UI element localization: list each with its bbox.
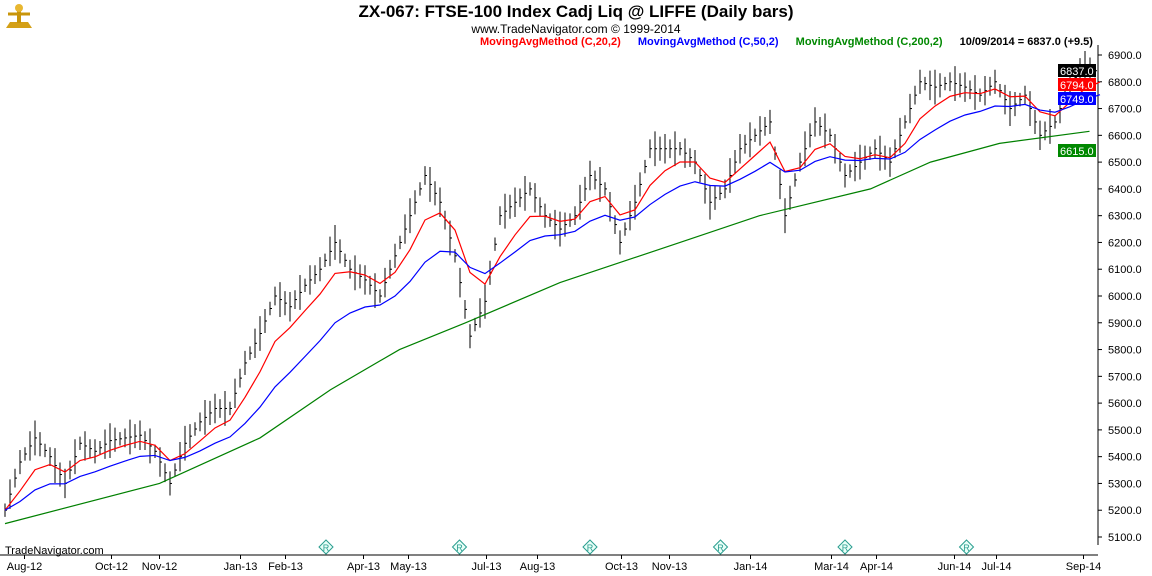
ma50-line <box>4 94 1101 511</box>
x-tick-label: Apr-13 <box>347 561 380 573</box>
legend: MovingAvgMethod (C,20,2) MovingAvgMethod… <box>480 36 1107 48</box>
x-tick-label: Aug-12 <box>7 561 42 573</box>
y-tick-label: 6900.0 <box>1108 50 1142 62</box>
y-tick-label: 6000.0 <box>1108 291 1142 303</box>
y-tick-label: 6400.0 <box>1108 184 1142 196</box>
y-tick-label: 6600.0 <box>1108 130 1142 142</box>
price-tag <box>1058 92 1096 105</box>
price-tag-label: 6749.0 <box>1060 94 1094 106</box>
y-tick-label: 5800.0 <box>1108 345 1142 357</box>
chart-title: ZX-067: FTSE-100 Index Cadj Liq @ LIFFE … <box>358 2 794 21</box>
chart-subtitle: www.TradeNavigator.com © 1999-2014 <box>471 22 681 36</box>
y-tick-label: 5100.0 <box>1108 532 1142 544</box>
price-tag <box>1058 144 1096 157</box>
rollover-marker-label: R <box>323 543 330 553</box>
last-price-readout: 10/09/2014 = 6837.0 (+9.5) <box>959 36 1093 48</box>
x-tick-label: Jun-14 <box>938 561 972 573</box>
x-tick-label: Nov-13 <box>652 561 687 573</box>
price-tag-label: 6615.0 <box>1060 146 1094 158</box>
rollover-marker-label: R <box>456 543 463 553</box>
y-tick-label: 6800.0 <box>1108 77 1142 89</box>
rollover-marker-icon <box>837 539 853 555</box>
rollover-marker-icon <box>318 539 334 555</box>
y-tick-label: 6300.0 <box>1108 211 1142 223</box>
rollover-marker-icon <box>582 539 598 555</box>
y-tick-label: 5500.0 <box>1108 425 1142 437</box>
rollover-marker-icon <box>958 539 975 555</box>
x-tick-label: Jul-13 <box>472 561 502 573</box>
x-tick-label: Apr-14 <box>860 561 893 573</box>
y-tick-label: 5600.0 <box>1108 398 1142 410</box>
legend-ma200: MovingAvgMethod (C,200,2) <box>795 36 943 48</box>
logo-icon <box>2 2 36 32</box>
y-tick-label: 6100.0 <box>1108 264 1142 276</box>
x-tick-label: Jan-14 <box>734 561 768 573</box>
price-tag <box>1058 64 1096 77</box>
rollover-marker-label: R <box>587 543 594 553</box>
x-tick-label: Feb-13 <box>268 561 303 573</box>
rollover-marker-icon <box>712 539 729 555</box>
ma200-line <box>4 130 1090 525</box>
price-tag-label: 6837.0 <box>1060 66 1094 78</box>
x-tick-label: Jul-14 <box>982 561 1012 573</box>
y-tick-label: 6200.0 <box>1108 237 1142 249</box>
y-tick-label: 5300.0 <box>1108 478 1142 490</box>
rollover-marker-label: R <box>963 543 970 553</box>
x-tick-label: Mar-14 <box>814 561 849 573</box>
ma20-line <box>4 81 1101 511</box>
y-tick-label: 5900.0 <box>1108 318 1142 330</box>
x-tick-label: May-13 <box>390 561 427 573</box>
legend-ma20: MovingAvgMethod (C,20,2) <box>480 36 621 48</box>
price-tag <box>1058 78 1096 91</box>
y-tick-label: 6700.0 <box>1108 104 1142 116</box>
rollover-marker-label: R <box>842 543 849 553</box>
footer-brand: TradeNavigator.com <box>5 545 104 557</box>
legend-ma50: MovingAvgMethod (C,50,2) <box>637 36 779 48</box>
y-tick-label: 5700.0 <box>1108 371 1142 383</box>
y-tick-label: 6500.0 <box>1108 157 1142 169</box>
x-tick-label: Oct-12 <box>95 561 128 573</box>
price-tag-label: 6794.0 <box>1060 80 1094 92</box>
y-tick-label: 5400.0 <box>1108 452 1142 464</box>
x-tick-label: Jan-13 <box>224 561 258 573</box>
y-tick-label: 5200.0 <box>1108 505 1142 517</box>
x-tick-label: Oct-13 <box>605 561 638 573</box>
x-tick-label: Sep-14 <box>1066 561 1101 573</box>
x-tick-label: Nov-12 <box>142 561 177 573</box>
rollover-marker-icon <box>451 539 468 555</box>
x-tick-label: Aug-13 <box>520 561 555 573</box>
rollover-marker-label: R <box>717 543 724 553</box>
